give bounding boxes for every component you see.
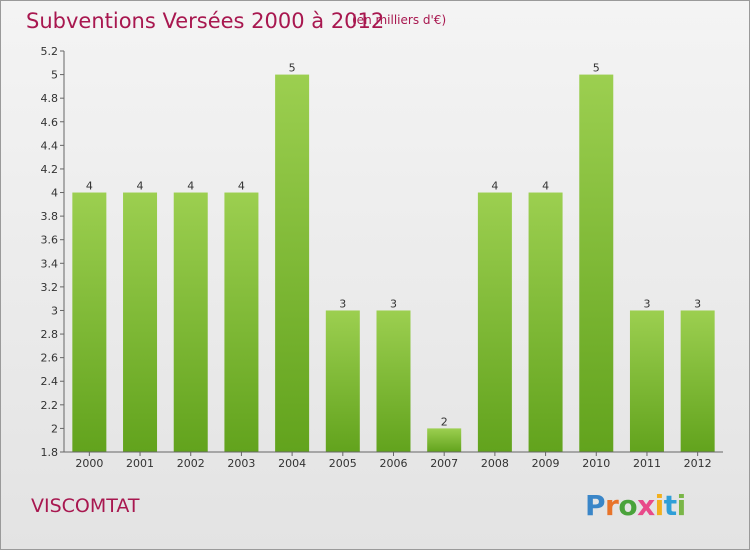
bar	[528, 192, 563, 452]
x-tick-label: 2012	[684, 457, 712, 470]
bar	[224, 192, 259, 452]
bar-value-label: 3	[390, 297, 397, 310]
x-axis: 2000 2001 2002 2003 2004 2005 2006 2007 2008 2009…	[64, 451, 723, 470]
bar	[173, 192, 208, 452]
bar-value-label: 3	[694, 297, 701, 310]
logo-letter: x	[637, 489, 655, 522]
bar-value-label: 4	[137, 180, 144, 193]
x-tick-label: 2006	[380, 457, 408, 470]
bar	[72, 192, 107, 452]
y-tick-label: 2.6	[41, 352, 59, 365]
bar-value-label: 2	[441, 415, 448, 428]
y-tick-label: 2.4	[41, 375, 59, 388]
bar-value-label: 5	[593, 62, 600, 75]
y-tick-label: 2.8	[41, 328, 59, 341]
chart-subtitle: (en milliers d'€)	[352, 13, 447, 27]
x-tick-label: 2008	[481, 457, 509, 470]
y-tick-label: 4	[51, 187, 58, 200]
place-name: VISCOMTAT	[31, 495, 140, 517]
logo-letter: o	[618, 489, 638, 522]
bar	[123, 192, 158, 452]
x-tick-label: 2003	[227, 457, 255, 470]
bar-value-label: 3	[339, 297, 346, 310]
y-tick-label: 4.6	[41, 116, 59, 129]
x-tick-label: 2004	[278, 457, 306, 470]
bar-value-label: 4	[187, 180, 194, 193]
y-tick-label: 3	[51, 304, 58, 317]
bar	[325, 310, 360, 452]
bar	[579, 74, 614, 453]
bar	[477, 192, 512, 452]
y-tick-label: 4.2	[41, 163, 59, 176]
logo-letter: i	[654, 489, 665, 522]
y-tick-label: 3.4	[41, 257, 59, 270]
y-axis: 1.8 2 2.2 2.4 2.6 2.8 3 3.2 3.4 3.6 3.8 4 4.2 4.4 4.6 4…	[41, 45, 65, 459]
y-tick-label: 5	[51, 69, 58, 82]
x-tick-label: 2010	[582, 457, 610, 470]
logo-letter: r	[605, 489, 619, 522]
y-tick-label: 1.8	[41, 446, 59, 459]
bar-value-label: 4	[86, 180, 93, 193]
bar-value-label: 5	[289, 62, 296, 75]
y-tick-label: 4.4	[41, 139, 59, 152]
y-tick-label: 3.8	[41, 210, 59, 223]
logo-letter: t	[663, 489, 677, 522]
bar	[680, 310, 715, 452]
bars: 4 4 4 4 5 3 3 2 4 4 5 3 3	[72, 62, 715, 453]
bar	[275, 74, 310, 453]
bar-value-label: 4	[542, 180, 549, 193]
bar-value-label: 3	[643, 297, 650, 310]
bar	[629, 310, 664, 452]
bar	[376, 310, 411, 452]
x-tick-label: 2009	[532, 457, 560, 470]
logo-letter: P	[585, 489, 606, 522]
x-tick-label: 2005	[329, 457, 357, 470]
chart-title: Subventions Versées 2000 à 2012	[26, 9, 385, 33]
y-tick-label: 2.2	[41, 399, 59, 412]
x-tick-label: 2000	[75, 457, 103, 470]
y-tick-label: 3.2	[41, 281, 59, 294]
x-tick-label: 2007	[430, 457, 458, 470]
x-tick-label: 2011	[633, 457, 661, 470]
y-tick-label: 5.2	[41, 45, 59, 58]
bar-value-label: 4	[238, 180, 245, 193]
y-tick-label: 2	[51, 422, 58, 435]
x-tick-label: 2001	[126, 457, 154, 470]
proxiti-logo[interactable]: Proxiti	[585, 489, 686, 522]
bar	[427, 428, 462, 452]
x-tick-label: 2002	[177, 457, 205, 470]
y-tick-label: 4.8	[41, 92, 59, 105]
bar-value-label: 4	[491, 180, 498, 193]
logo-letter: i	[676, 489, 687, 522]
y-tick-label: 3.6	[41, 234, 59, 247]
